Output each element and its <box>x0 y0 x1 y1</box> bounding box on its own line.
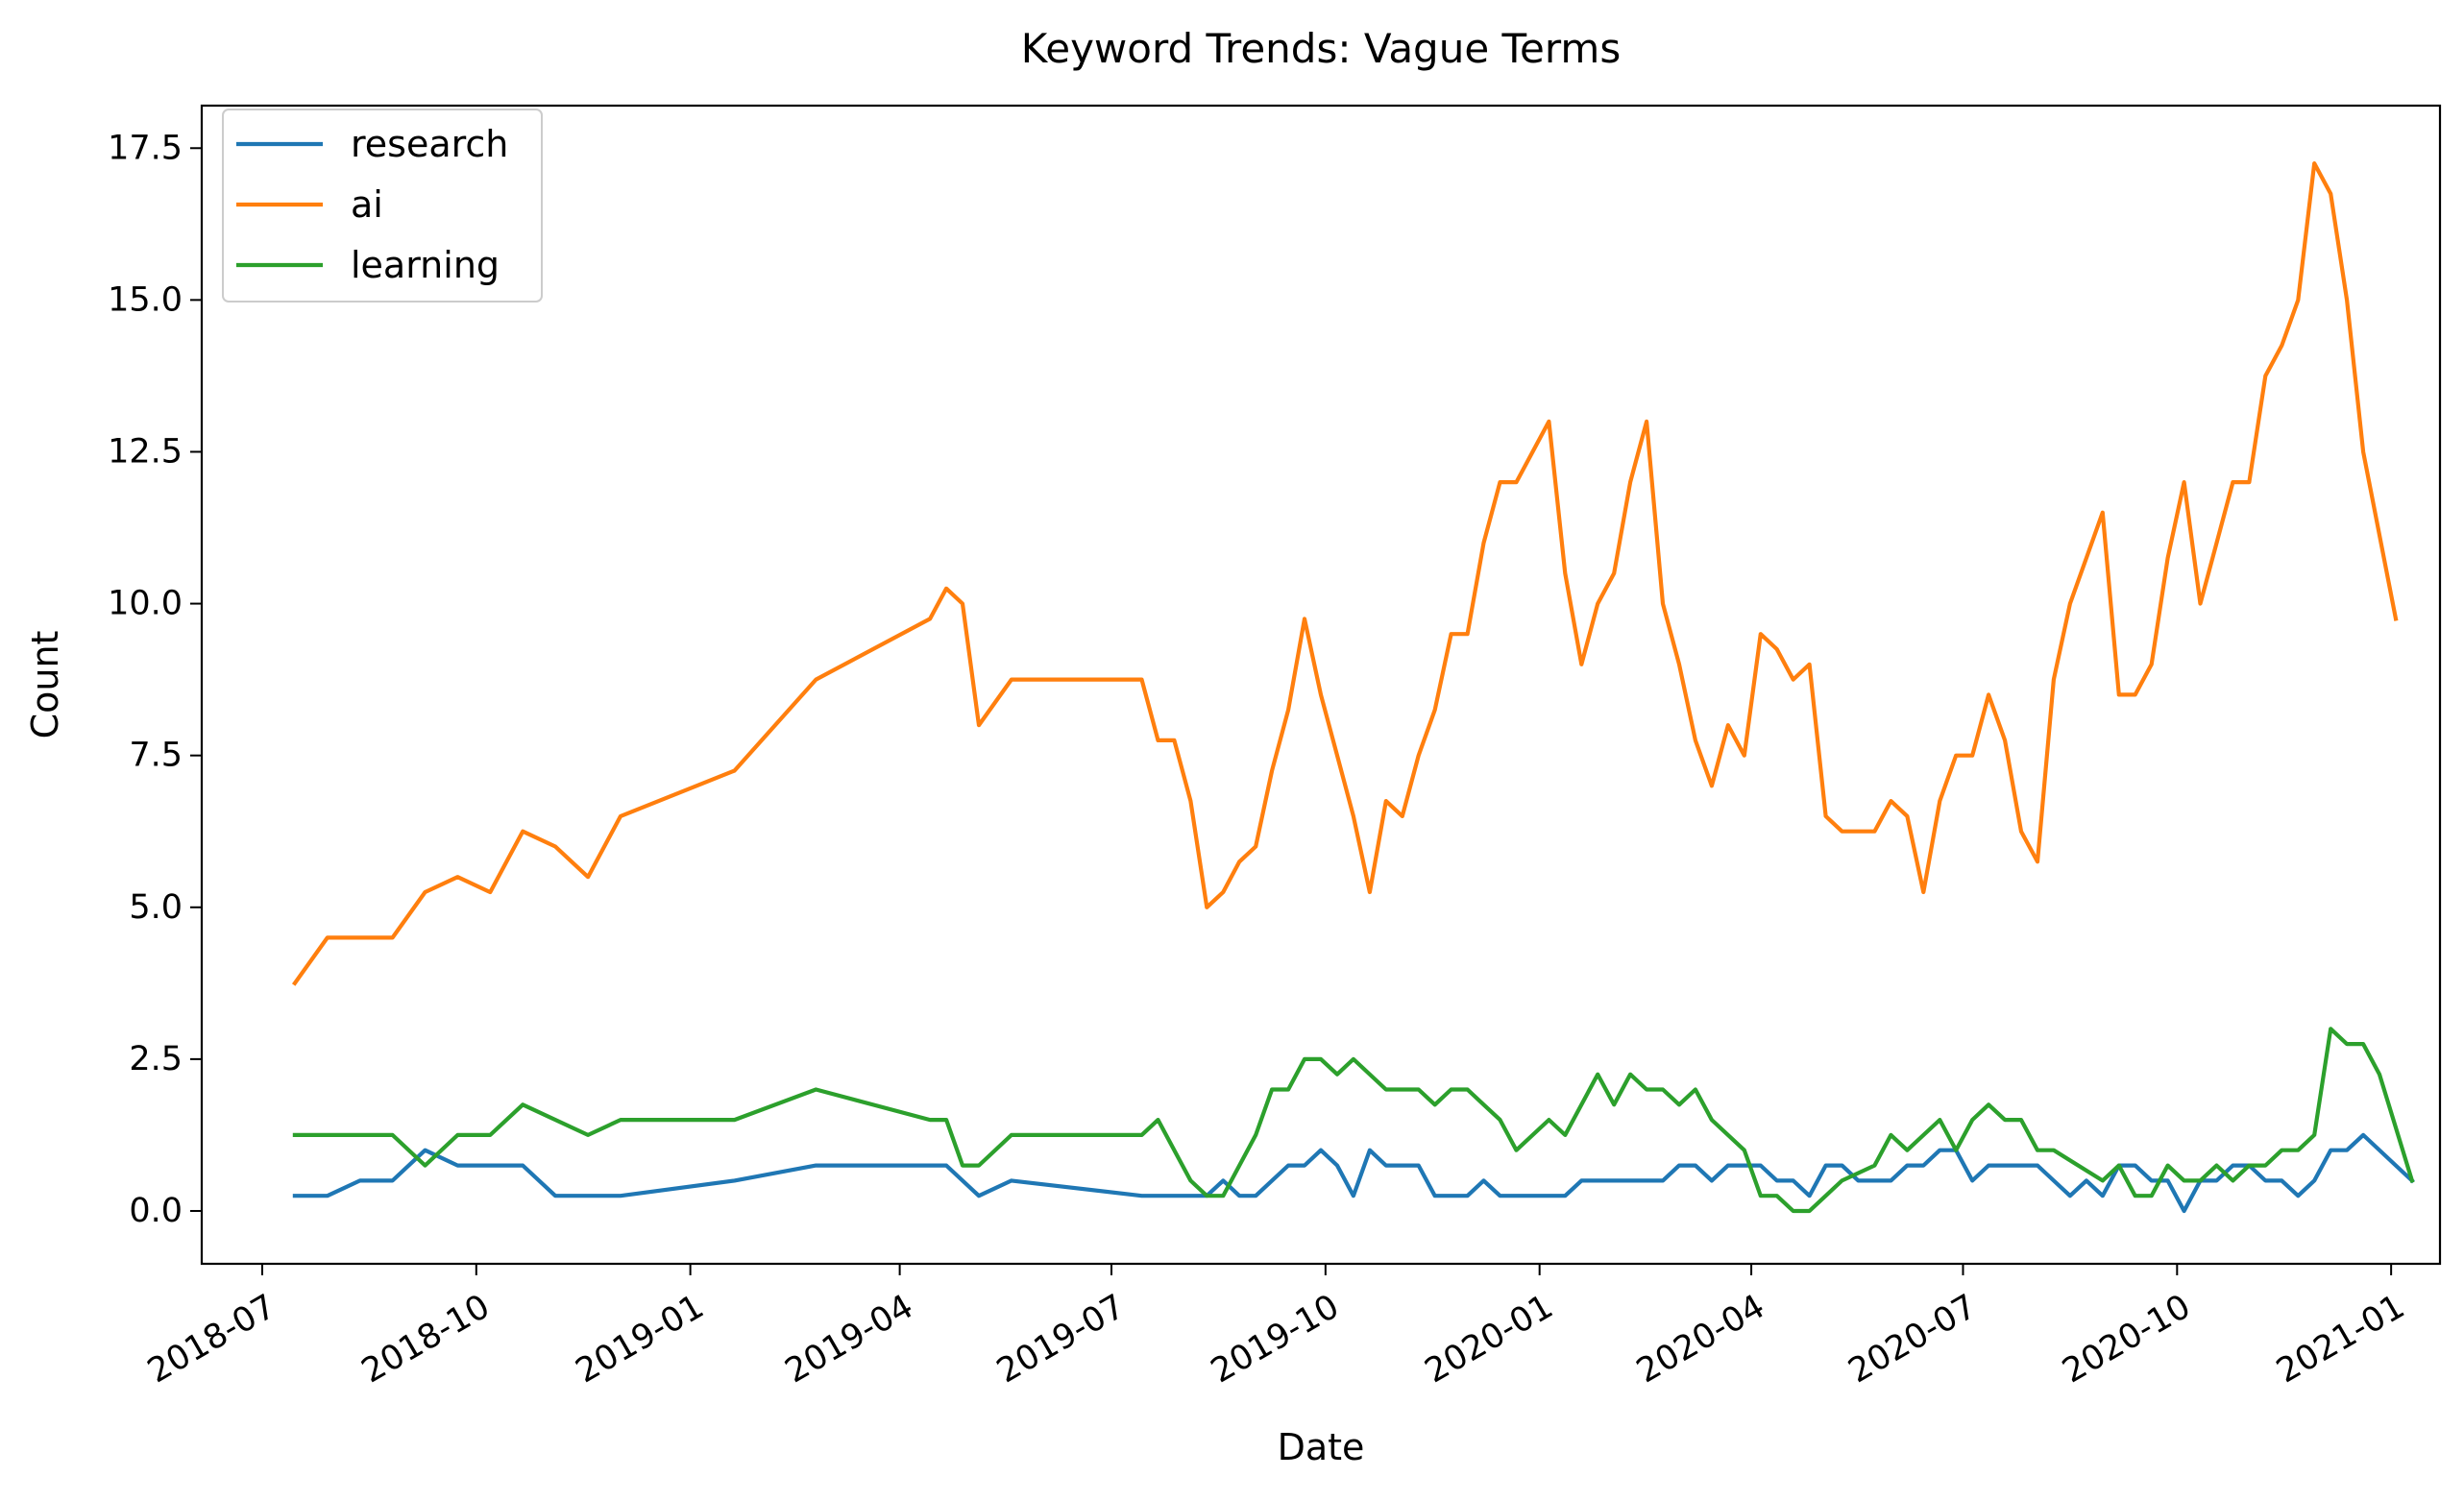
legend-box <box>222 109 543 303</box>
y-tick-label: 7.5 <box>129 737 183 775</box>
y-tick-label: 17.5 <box>108 129 183 167</box>
y-axis-label: Count <box>24 631 66 739</box>
chart-title: Keyword Trends: Vague Terms <box>1021 25 1621 72</box>
y-axis: 0.0 2.5 5.0 7.5 10.0 12.5 15.0 17.5 <box>108 129 202 1230</box>
legend-label-ai: ai <box>351 183 383 226</box>
y-tick-label: 2.5 <box>129 1040 183 1078</box>
series-line-research <box>292 1132 2415 1214</box>
y-tick-label: 0.0 <box>129 1192 183 1230</box>
axes-frame <box>200 104 2442 1266</box>
legend-label-research: research <box>351 123 508 165</box>
series-line-learning <box>292 1027 2415 1214</box>
y-tick-label: 5.0 <box>129 888 183 927</box>
y-tick-label: 12.5 <box>108 432 183 471</box>
y-tick-label: 10.0 <box>108 585 183 623</box>
legend: research ai learning <box>222 109 543 303</box>
y-tick-label: 15.0 <box>108 280 183 319</box>
series-line-ai <box>291 161 2399 986</box>
series-lines <box>291 161 2415 1214</box>
x-axis-label: Date <box>1278 1426 1365 1468</box>
legend-label-learning: learning <box>351 244 500 286</box>
